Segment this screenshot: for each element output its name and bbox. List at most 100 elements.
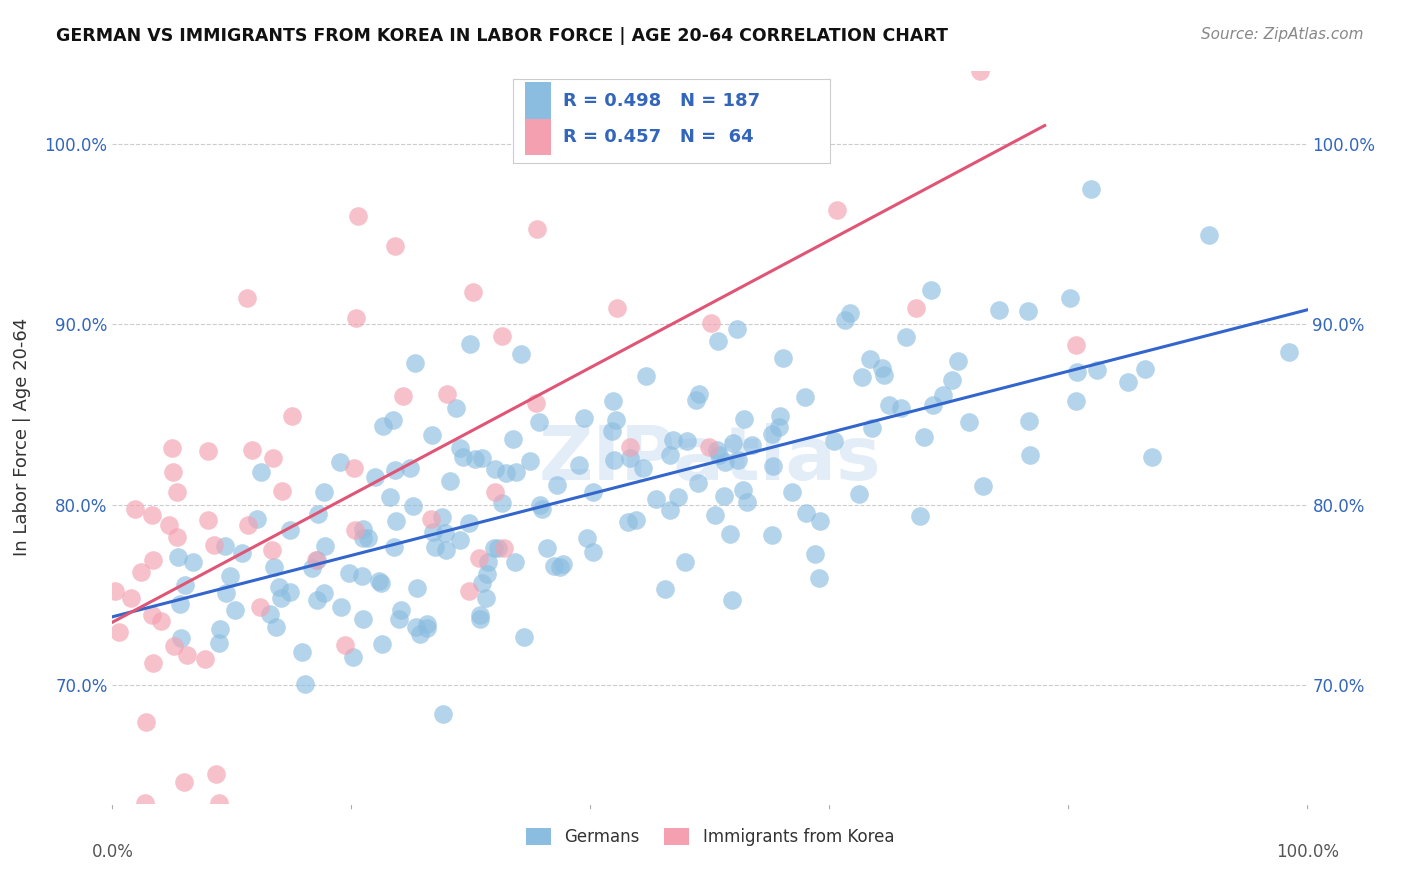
Point — [1064, 393, 1087, 408]
Point — [384, 239, 406, 253]
Point — [240, 442, 263, 457]
Point — [946, 354, 969, 368]
Point — [619, 450, 641, 465]
Point — [877, 398, 900, 412]
Point — [343, 460, 366, 475]
Point — [342, 649, 364, 664]
Point — [371, 637, 394, 651]
Point — [658, 448, 681, 462]
Point — [458, 337, 481, 351]
Point — [263, 560, 285, 574]
Point — [644, 491, 666, 506]
Point — [367, 574, 389, 589]
Point — [688, 387, 710, 401]
Point — [714, 455, 737, 469]
Point — [1085, 363, 1108, 377]
Point — [725, 322, 748, 336]
Point — [1066, 365, 1088, 379]
Point — [163, 639, 186, 653]
Point — [870, 361, 893, 376]
Point — [150, 614, 173, 628]
Point — [388, 612, 411, 626]
Point — [160, 441, 183, 455]
Point — [686, 475, 709, 490]
Point — [707, 334, 730, 348]
Point — [166, 530, 188, 544]
Point — [420, 428, 443, 442]
Point — [543, 559, 565, 574]
Text: Source: ZipAtlas.com: Source: ZipAtlas.com — [1201, 27, 1364, 42]
Point — [825, 202, 848, 217]
Point — [768, 420, 790, 434]
Point — [231, 546, 253, 560]
Point — [314, 539, 336, 553]
Point — [772, 351, 794, 366]
Point — [409, 627, 432, 641]
Point — [449, 441, 471, 455]
Legend: Germans, Immigrants from Korea: Germans, Immigrants from Korea — [519, 822, 901, 853]
Point — [169, 597, 191, 611]
Point — [174, 577, 197, 591]
Point — [209, 622, 232, 636]
Point — [735, 495, 758, 509]
Point — [343, 523, 366, 537]
Point — [957, 415, 980, 429]
Point — [391, 389, 413, 403]
Point — [787, 124, 810, 138]
Point — [249, 600, 271, 615]
Point — [713, 489, 735, 503]
Point — [912, 430, 935, 444]
Point — [238, 518, 260, 533]
Point — [803, 547, 825, 561]
Point — [330, 599, 353, 614]
Point — [333, 638, 356, 652]
Point — [932, 388, 955, 402]
Point — [582, 485, 605, 500]
Point — [404, 356, 426, 370]
Point — [162, 465, 184, 479]
Point — [381, 413, 404, 427]
Point — [546, 478, 568, 492]
Point — [988, 303, 1011, 318]
Point — [624, 513, 647, 527]
Point — [142, 553, 165, 567]
Point — [576, 531, 599, 545]
Point — [416, 616, 439, 631]
Point — [205, 766, 228, 780]
Point — [1017, 303, 1039, 318]
Point — [548, 560, 571, 574]
Point — [129, 565, 152, 579]
Point — [858, 351, 880, 366]
Point — [141, 508, 163, 523]
Point — [636, 369, 658, 384]
Point — [1278, 344, 1301, 359]
Point — [434, 543, 457, 558]
Point — [495, 466, 517, 480]
Point — [492, 541, 515, 555]
Point — [181, 556, 204, 570]
Point — [142, 656, 165, 670]
Text: R = 0.498   N = 187: R = 0.498 N = 187 — [562, 92, 761, 110]
Point — [141, 607, 163, 622]
Point — [633, 460, 655, 475]
Point — [352, 522, 374, 536]
Point — [352, 612, 374, 626]
Point — [294, 677, 316, 691]
Point — [305, 553, 328, 567]
Point — [484, 541, 506, 556]
Point — [214, 539, 236, 553]
Point — [733, 412, 755, 426]
Point — [246, 511, 269, 525]
Point — [457, 584, 479, 599]
Point — [120, 591, 142, 605]
Point — [249, 465, 271, 479]
Point — [281, 409, 304, 424]
Point — [430, 510, 453, 524]
Point — [202, 539, 225, 553]
Point — [194, 652, 217, 666]
Point — [969, 64, 991, 78]
Point — [219, 569, 242, 583]
Point — [848, 487, 870, 501]
Point — [484, 462, 506, 476]
Text: R = 0.457   N =  64: R = 0.457 N = 64 — [562, 128, 754, 146]
